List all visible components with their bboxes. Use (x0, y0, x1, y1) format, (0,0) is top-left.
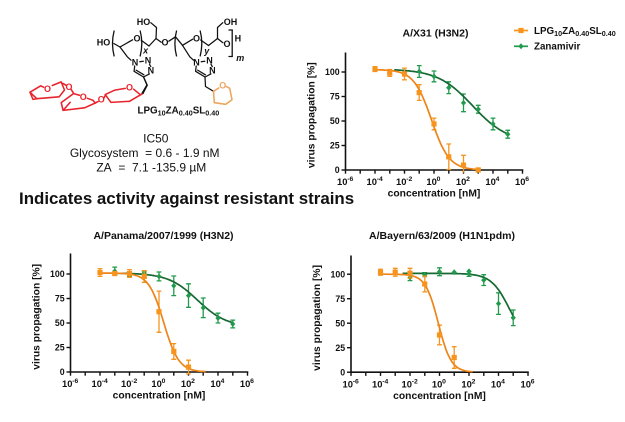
svg-text:concentration [nM]: concentration [nM] (388, 189, 481, 200)
svg-text:10: 10 (491, 378, 501, 389)
svg-text:10: 10 (456, 176, 466, 187)
svg-text:0: 0 (162, 378, 166, 385)
svg-text:-2: -2 (406, 176, 412, 183)
svg-text:25: 25 (330, 141, 340, 151)
svg-text:2: 2 (466, 176, 470, 183)
svg-text:2: 2 (472, 378, 476, 385)
svg-text:10: 10 (121, 378, 131, 389)
svg-text:10: 10 (396, 176, 406, 187)
svg-text:10: 10 (521, 378, 531, 389)
svg-text:10: 10 (343, 378, 353, 389)
svg-text:10: 10 (240, 378, 250, 389)
svg-text:concentration [nM]: concentration [nM] (113, 391, 206, 402)
svg-text:10: 10 (432, 378, 442, 389)
svg-text:75: 75 (330, 92, 340, 102)
svg-text:virus propagation [%]: virus propagation [%] (307, 62, 318, 168)
svg-text:LPG10ZA0.40SL0.40: LPG10ZA0.40SL0.40 (534, 26, 616, 38)
svg-text:6: 6 (250, 378, 254, 385)
svg-text:virus propagation [%]: virus propagation [%] (32, 264, 43, 370)
svg-text:virus propagation [%]: virus propagation [%] (312, 265, 323, 371)
svg-text:-2: -2 (412, 378, 418, 385)
svg-text:0: 0 (340, 367, 345, 377)
svg-text:O: O (65, 82, 72, 92)
svg-text:O: O (193, 34, 200, 44)
svg-text:O: O (223, 39, 230, 49)
svg-text:HO: HO (137, 17, 151, 27)
svg-text:-6: -6 (72, 378, 78, 385)
svg-text:O: O (126, 82, 133, 92)
svg-text:6: 6 (531, 378, 535, 385)
svg-text:10: 10 (337, 176, 347, 187)
svg-text:-4: -4 (382, 378, 388, 385)
svg-text:10: 10 (515, 176, 525, 187)
svg-text:A/Bayern/63/2009 (H1N1pdm): A/Bayern/63/2009 (H1N1pdm) (369, 230, 515, 242)
svg-text:0: 0 (335, 165, 340, 175)
svg-text:m: m (236, 53, 244, 63)
svg-text:N: N (206, 56, 213, 66)
svg-text:25: 25 (55, 343, 65, 353)
svg-text:10: 10 (181, 378, 191, 389)
svg-text:HO: HO (97, 38, 111, 48)
svg-text:N: N (193, 57, 200, 67)
svg-text:4: 4 (496, 176, 500, 183)
svg-text:-6: -6 (347, 176, 353, 183)
svg-text:O: O (219, 81, 226, 91)
svg-text:-4: -4 (102, 378, 108, 385)
svg-text:-2: -2 (131, 378, 137, 385)
svg-text:2: 2 (191, 378, 195, 385)
svg-text:10: 10 (372, 378, 382, 389)
svg-text:IC50: IC50 (143, 132, 169, 146)
svg-text:O: O (133, 34, 140, 44)
svg-text:50: 50 (335, 318, 345, 328)
svg-text:O: O (80, 92, 87, 102)
svg-text:0: 0 (60, 367, 65, 377)
svg-text:O: O (44, 84, 51, 94)
svg-text:50: 50 (330, 116, 340, 126)
svg-text:10: 10 (210, 378, 220, 389)
svg-text:25: 25 (335, 343, 345, 353)
svg-text:N: N (145, 56, 152, 66)
svg-text:x: x (142, 46, 149, 56)
svg-text:N: N (209, 66, 216, 76)
svg-text:-4: -4 (377, 176, 383, 183)
svg-text:H: H (235, 34, 242, 44)
svg-text:Indicates activity against res: Indicates activity against resistant str… (19, 189, 354, 208)
svg-text:ZA = 7.1 -135.9 µM: ZA = 7.1 -135.9 µM (96, 161, 206, 175)
svg-text:10: 10 (62, 378, 72, 389)
svg-text:Zanamivir: Zanamivir (534, 42, 580, 53)
svg-text:O: O (161, 38, 168, 48)
svg-text:75: 75 (55, 294, 65, 304)
svg-text:N: N (132, 57, 139, 67)
svg-text:concentration [nM]: concentration [nM] (393, 391, 486, 402)
svg-text:10: 10 (151, 378, 161, 389)
svg-text:0: 0 (442, 378, 446, 385)
svg-text:6: 6 (525, 176, 529, 183)
svg-text:A/X31 (H3N2): A/X31 (H3N2) (403, 28, 469, 40)
svg-text:75: 75 (335, 294, 345, 304)
svg-text:10: 10 (485, 176, 495, 187)
svg-text:4: 4 (221, 378, 225, 385)
svg-text:y: y (203, 46, 210, 56)
svg-text:N: N (148, 66, 155, 76)
svg-text:Glycosystem = 0.6 - 1.9 nM: Glycosystem = 0.6 - 1.9 nM (70, 146, 220, 160)
svg-text:0: 0 (437, 176, 441, 183)
svg-text:A/Panama/2007/1999 (H3N2): A/Panama/2007/1999 (H3N2) (93, 230, 233, 242)
svg-text:10: 10 (426, 176, 436, 187)
svg-text:100: 100 (325, 67, 340, 77)
svg-text:10: 10 (367, 176, 377, 187)
svg-text:10: 10 (461, 378, 471, 389)
svg-text:OH: OH (224, 17, 238, 27)
svg-text:10: 10 (402, 378, 412, 389)
svg-text:4: 4 (501, 378, 505, 385)
svg-text:-6: -6 (353, 378, 359, 385)
svg-text:10: 10 (92, 378, 102, 389)
svg-text:O: O (98, 95, 105, 105)
svg-text:100: 100 (331, 269, 346, 279)
svg-text:LPG10ZA0.40SL0.40: LPG10ZA0.40SL0.40 (138, 106, 220, 118)
svg-text:50: 50 (55, 318, 65, 328)
svg-text:100: 100 (50, 269, 65, 279)
